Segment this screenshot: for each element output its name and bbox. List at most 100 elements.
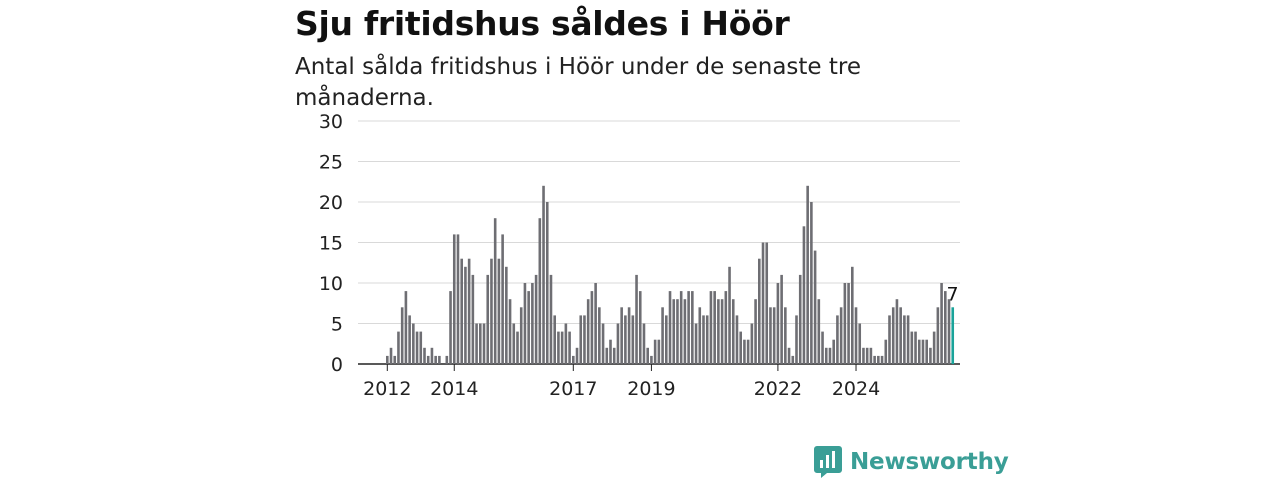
y-tick-label: 25 bbox=[319, 152, 343, 174]
bar bbox=[568, 331, 571, 364]
bar bbox=[631, 315, 635, 364]
bar bbox=[642, 323, 646, 364]
bar bbox=[538, 218, 542, 364]
x-tick-label: 2024 bbox=[832, 378, 880, 400]
bar bbox=[501, 234, 504, 364]
bar bbox=[940, 283, 943, 364]
y-tick-label: 30 bbox=[319, 111, 343, 133]
bar bbox=[512, 323, 516, 364]
bar bbox=[657, 339, 661, 364]
bar-chart: 0 5 10 15 20 25 30 2012 2014 2017 2019 2022 2024 7 bbox=[319, 111, 960, 400]
bar bbox=[572, 355, 575, 364]
bar bbox=[746, 339, 750, 364]
bar bbox=[482, 323, 486, 364]
bar bbox=[672, 299, 676, 364]
bar bbox=[906, 315, 910, 364]
bar bbox=[456, 234, 460, 364]
bar bbox=[728, 266, 731, 364]
bar bbox=[914, 331, 917, 364]
bar bbox=[884, 339, 888, 364]
bar bbox=[661, 307, 664, 364]
y-tick-label: 10 bbox=[319, 273, 343, 295]
bar bbox=[851, 266, 854, 364]
bar bbox=[412, 323, 415, 364]
y-tick-label: 20 bbox=[319, 192, 343, 214]
bar bbox=[821, 331, 824, 364]
bar bbox=[951, 307, 955, 364]
bar bbox=[743, 339, 746, 364]
bar bbox=[813, 250, 817, 364]
bar bbox=[575, 347, 579, 364]
bar bbox=[527, 291, 530, 364]
bar bbox=[638, 291, 642, 364]
bar bbox=[434, 355, 437, 364]
x-tick-label: 2014 bbox=[430, 378, 478, 400]
bar bbox=[709, 291, 713, 364]
bar bbox=[467, 258, 471, 364]
x-tick-label: 2022 bbox=[754, 378, 802, 400]
bar bbox=[880, 355, 884, 364]
bar bbox=[735, 315, 739, 364]
bar bbox=[828, 347, 832, 364]
bar bbox=[802, 226, 806, 364]
bar bbox=[490, 258, 493, 364]
bar bbox=[817, 299, 821, 364]
bar bbox=[772, 307, 776, 364]
bar bbox=[479, 323, 482, 364]
bar bbox=[668, 291, 672, 364]
bar bbox=[754, 299, 757, 364]
bar bbox=[787, 347, 791, 364]
bar bbox=[806, 185, 809, 364]
bar bbox=[534, 274, 538, 364]
bar bbox=[557, 331, 560, 364]
bar bbox=[397, 331, 400, 364]
bars bbox=[386, 185, 955, 364]
bar bbox=[665, 315, 668, 364]
bar bbox=[683, 299, 687, 364]
bar bbox=[627, 307, 631, 364]
bar bbox=[564, 323, 568, 364]
bar bbox=[798, 274, 802, 364]
bar bbox=[430, 347, 434, 364]
bar bbox=[739, 331, 742, 364]
bar bbox=[531, 283, 534, 364]
bar bbox=[691, 291, 694, 364]
x-tick-label: 2012 bbox=[363, 378, 411, 400]
gridlines bbox=[358, 120, 960, 365]
bar bbox=[419, 331, 423, 364]
chart-title: Sju fritidshus såldes i Höör bbox=[295, 4, 790, 43]
bar bbox=[720, 299, 724, 364]
bar bbox=[944, 291, 947, 364]
bar bbox=[590, 291, 594, 364]
brand-name: Newsworthy bbox=[850, 449, 1009, 475]
bar bbox=[612, 347, 616, 364]
bar bbox=[895, 299, 899, 364]
newsworthy-logo: Newsworthy bbox=[814, 446, 1009, 478]
x-tick-label: 2019 bbox=[627, 378, 675, 400]
bar bbox=[471, 274, 475, 364]
bar bbox=[847, 283, 850, 364]
bar bbox=[497, 258, 501, 364]
bar bbox=[862, 347, 865, 364]
bar bbox=[445, 355, 449, 364]
bar bbox=[854, 307, 858, 364]
bar bbox=[579, 315, 583, 364]
bar bbox=[601, 323, 605, 364]
bar bbox=[553, 315, 556, 364]
bar bbox=[415, 331, 419, 364]
bar bbox=[865, 347, 869, 364]
bar bbox=[694, 323, 698, 364]
bar bbox=[516, 331, 519, 364]
bar bbox=[393, 355, 397, 364]
bar bbox=[758, 258, 761, 364]
bar bbox=[452, 234, 456, 364]
bar bbox=[583, 315, 586, 364]
bar bbox=[449, 291, 452, 364]
bar bbox=[713, 291, 716, 364]
bar bbox=[702, 315, 705, 364]
bar bbox=[843, 283, 847, 364]
bar bbox=[717, 299, 720, 364]
bar bbox=[560, 331, 564, 364]
bar bbox=[936, 307, 940, 364]
bar bbox=[877, 355, 880, 364]
